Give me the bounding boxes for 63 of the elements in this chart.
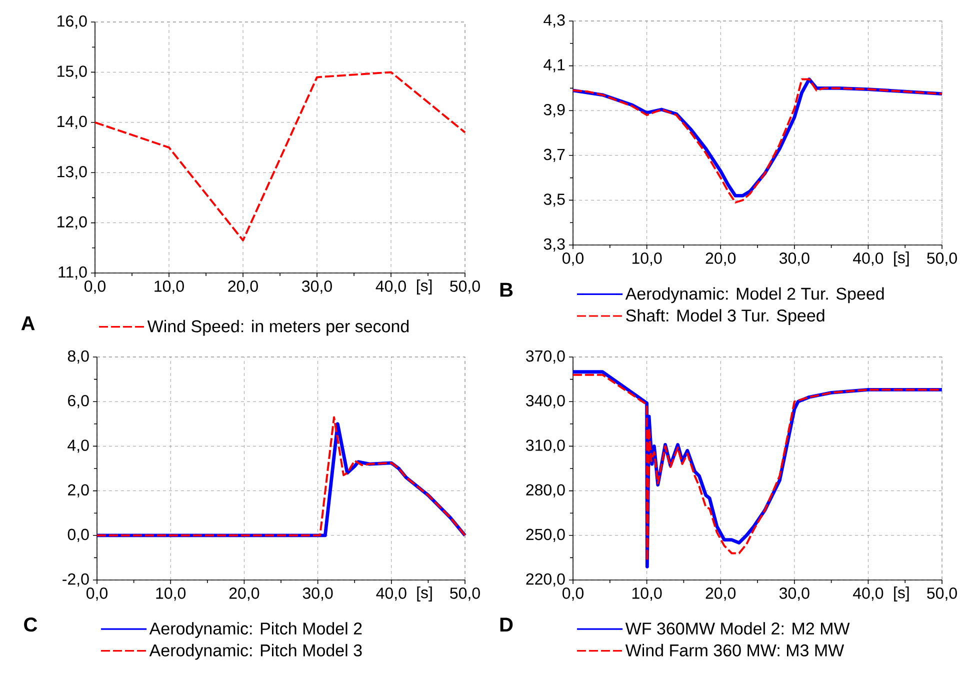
x-tick-label: 0,0 bbox=[84, 280, 106, 294]
x-tick-label: 20,0 bbox=[228, 280, 258, 294]
y-tick-label: 310,0 bbox=[526, 440, 565, 453]
y-tick-label: 13,0 bbox=[58, 166, 87, 180]
x-tick-label: 10,0 bbox=[156, 588, 186, 601]
x-tick-label: 20,0 bbox=[229, 588, 260, 601]
y-tick-label: 12,0 bbox=[58, 216, 87, 230]
x-axis-title: [s] bbox=[894, 586, 909, 602]
y-tick-label: 15,0 bbox=[58, 66, 87, 79]
legend-label: Wind Farm 360 MW: M3 MW bbox=[625, 644, 844, 656]
y-tick-label: 8,0 bbox=[68, 350, 89, 364]
x-tick-label: 40,0 bbox=[853, 588, 884, 601]
x-tick-label: 50,0 bbox=[450, 588, 480, 601]
y-tick-label: 2,0 bbox=[68, 484, 89, 498]
text: D bbox=[500, 618, 513, 632]
x-tick-label: 40,0 bbox=[376, 280, 406, 294]
y-tick-label: 4,1 bbox=[544, 59, 565, 72]
legend-label: Aerodynamic: Pitch Model 3 bbox=[149, 644, 362, 660]
y-tick-label: 3,5 bbox=[544, 194, 565, 207]
x-tick-label: 40,0 bbox=[853, 252, 884, 266]
x-tick-label: 0,0 bbox=[86, 588, 108, 601]
legend-label: Wind Speed: in meters per second bbox=[147, 320, 409, 336]
y-tick-label: 11,0 bbox=[58, 266, 87, 280]
x-tick-label: 50,0 bbox=[927, 588, 957, 601]
text: B bbox=[500, 282, 513, 297]
legend-label: Aerodynamic: Model 2 Tur. Speed bbox=[625, 287, 884, 304]
x-axis-title: [s] bbox=[417, 280, 432, 294]
y-tick-label: 250,0 bbox=[526, 528, 565, 542]
x-tick-label: 0,0 bbox=[562, 588, 584, 601]
x-tick-label: 10,0 bbox=[154, 280, 184, 294]
x-tick-label: 0,0 bbox=[562, 252, 584, 266]
x-tick-label: 40,0 bbox=[376, 588, 406, 601]
y-tick-label: 4,0 bbox=[68, 440, 89, 453]
y-tick-label: 16,0 bbox=[58, 15, 87, 29]
x-tick-label: 50,0 bbox=[450, 280, 480, 294]
legend-label: Shaft: Model 3 Tur. Speed bbox=[626, 309, 824, 325]
x-tick-label: 30,0 bbox=[302, 588, 333, 601]
x-tick-label: 20,0 bbox=[706, 588, 736, 601]
x-tick-label: 30,0 bbox=[302, 280, 332, 294]
y-tick-label: 3,9 bbox=[544, 104, 565, 118]
y-tick-label: 340,0 bbox=[526, 394, 565, 408]
x-tick-label: 10,0 bbox=[632, 252, 662, 266]
x-tick-label: 50,0 bbox=[927, 252, 957, 266]
legend-label: WF 360MW Model 2: M2 MW bbox=[625, 622, 850, 635]
y-tick-label: 280,0 bbox=[526, 484, 565, 498]
x-axis-title: [s] bbox=[417, 586, 432, 602]
y-tick-label: 14,0 bbox=[58, 116, 87, 129]
y-tick-label: 3,3 bbox=[544, 238, 565, 252]
y-tick-label: 6,0 bbox=[68, 394, 89, 408]
text: C bbox=[24, 618, 38, 632]
y-tick-label: 370,0 bbox=[526, 350, 565, 364]
text: A bbox=[21, 316, 35, 330]
x-tick-label: 20,0 bbox=[706, 252, 736, 266]
y-tick-label: -2,0 bbox=[62, 573, 89, 587]
x-tick-label: 10,0 bbox=[632, 588, 662, 601]
x-axis-title: [s] bbox=[894, 252, 909, 266]
y-tick-label: 3,7 bbox=[544, 148, 565, 162]
x-tick-label: 30,0 bbox=[779, 252, 810, 266]
legend-label: Aerodynamic: Pitch Model 2 bbox=[149, 622, 362, 638]
y-tick-label: 0,0 bbox=[68, 528, 89, 542]
y-tick-label: 220,0 bbox=[526, 573, 565, 587]
y-tick-label: 4,3 bbox=[544, 14, 565, 28]
x-tick-label: 30,0 bbox=[779, 588, 810, 601]
